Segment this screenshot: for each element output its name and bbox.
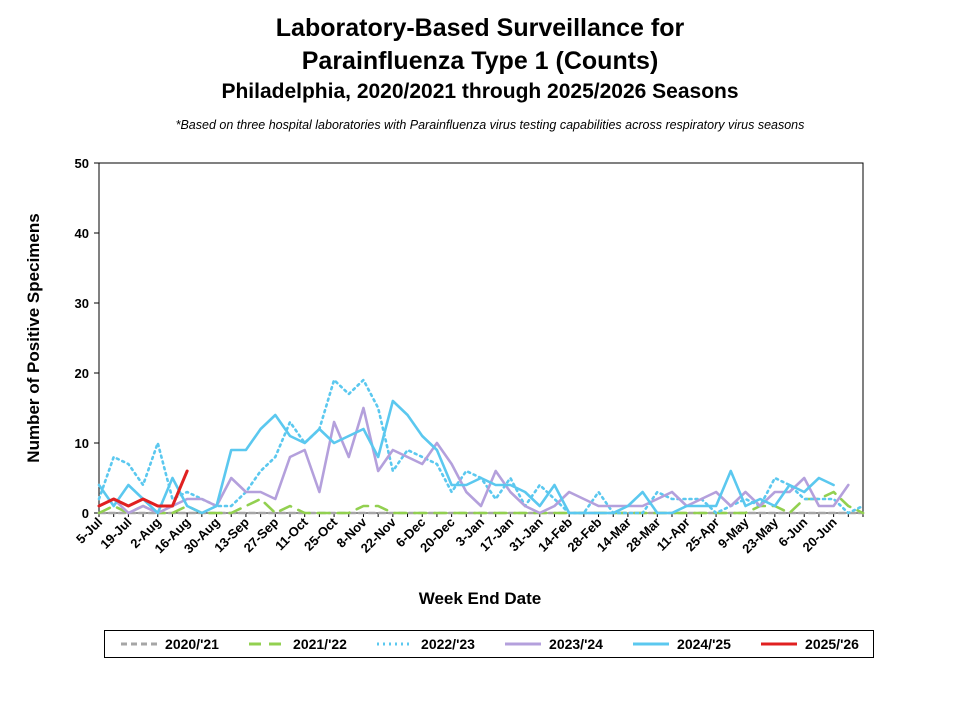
y-tick-label: 40 (75, 226, 89, 241)
legend-item: 2025/'26 (759, 636, 859, 652)
legend-swatch (761, 642, 798, 646)
x-tick-label: 19-Jul (97, 515, 134, 552)
legend-label: 2020/'21 (165, 636, 219, 652)
y-tick-label: 20 (75, 366, 89, 381)
x-axis: 5-Jul19-Jul2-Aug16-Aug30-Aug13-Sep27-Sep… (73, 513, 864, 556)
legend-item: 2023/'24 (503, 636, 603, 652)
legend-swatch (121, 642, 158, 646)
series-lines (97, 378, 865, 515)
legend-label: 2025/'26 (805, 636, 859, 652)
y-tick-label: 50 (75, 156, 89, 171)
y-axis: 0 10 20 30 40 50 (75, 156, 99, 521)
series-line-5 (97, 469, 189, 508)
legend-item: 2024/'25 (631, 636, 731, 652)
y-tick-label: 0 (82, 506, 89, 521)
x-tick-label: 25-Oct (301, 514, 341, 554)
series-line-1 (97, 490, 865, 515)
series-line-3 (97, 406, 850, 515)
y-tick-label: 30 (75, 296, 89, 311)
x-axis-title: Week End Date (419, 589, 542, 608)
chart-legend: 2020/'21 2021/'22 2022/'23 2023/'24 2024/'25… (104, 630, 874, 658)
legend-swatch (249, 642, 286, 646)
legend-item: 2021/'22 (247, 636, 347, 652)
legend-label: 2022/'23 (421, 636, 475, 652)
legend-label: 2023/'24 (549, 636, 603, 652)
chart-subtitle: Philadelphia, 2020/2021 through 2025/202… (221, 80, 739, 103)
legend-swatch (633, 642, 670, 646)
legend-item: 2022/'23 (375, 636, 475, 652)
chart-title-line1: Laboratory-Based Surveillance for (275, 14, 685, 42)
y-axis-title: Number of Positive Specimens (24, 213, 43, 462)
y-tick-label: 10 (75, 436, 89, 451)
chart-title-line2: Parainfluenza Type 1 (Counts) (301, 47, 659, 75)
legend-label: 2021/'22 (293, 636, 347, 652)
x-tick-label: 25-Apr (682, 515, 722, 555)
chart-note: *Based on three hospital laboratories wi… (175, 118, 805, 132)
plot-area (98, 162, 864, 514)
legend-label: 2024/'25 (677, 636, 731, 652)
legend-item: 2020/'21 (119, 636, 219, 652)
series-line-4 (97, 399, 835, 515)
legend-swatch (377, 642, 414, 646)
legend-swatch (505, 642, 542, 646)
